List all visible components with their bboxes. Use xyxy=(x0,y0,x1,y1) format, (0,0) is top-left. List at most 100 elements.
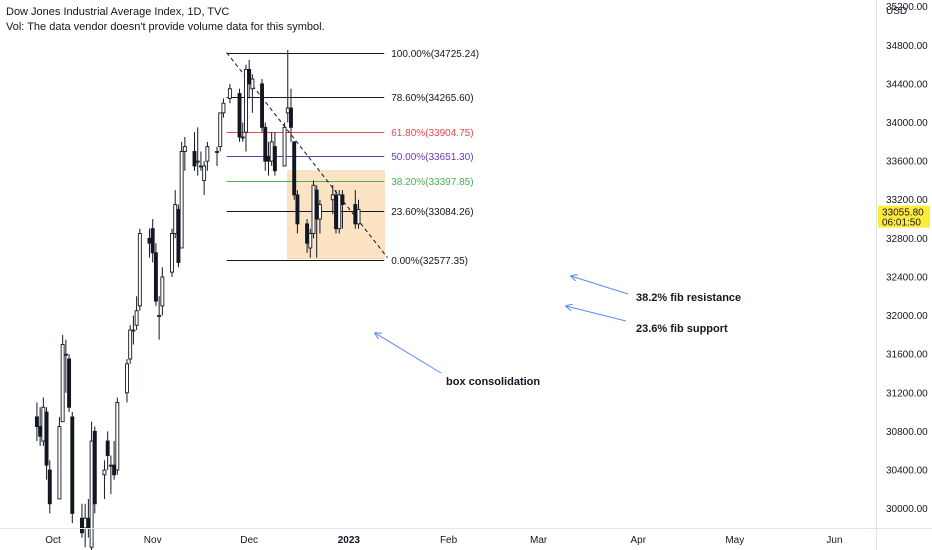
candle-body xyxy=(266,155,271,162)
x-tick-label: Oct xyxy=(45,535,61,546)
candle-body xyxy=(44,411,49,466)
candle-body xyxy=(311,184,316,234)
fib-level-label: 0.00%(32577.35) xyxy=(391,256,468,267)
candle-body xyxy=(176,208,181,263)
y-tick-label: 33200.00 xyxy=(886,195,928,206)
y-tick-label: 35200.00 xyxy=(886,2,928,13)
fib-level-label: 61.80%(33904.75) xyxy=(391,128,473,139)
candle-body xyxy=(353,204,358,225)
candle-body xyxy=(57,426,62,500)
candle-body xyxy=(89,440,94,548)
candle-body xyxy=(47,469,52,505)
y-tick-label: 30400.00 xyxy=(886,465,928,476)
candle-body xyxy=(202,165,207,181)
candle-body xyxy=(83,517,88,529)
candle-body xyxy=(305,223,310,244)
candle-body xyxy=(38,426,43,437)
candle-body xyxy=(250,78,255,90)
candle-body xyxy=(195,160,200,163)
candle-body xyxy=(179,151,184,249)
candle-body xyxy=(86,517,91,529)
fib-level-label: 100.00%(34725.24) xyxy=(391,49,479,60)
candle-body xyxy=(240,136,245,139)
x-tick-label: Dec xyxy=(240,535,258,546)
y-tick-label: 30800.00 xyxy=(886,427,928,438)
candle-body xyxy=(137,233,142,307)
fib-level-label: 23.60%(33084.26) xyxy=(391,207,473,218)
fib-level-label: 78.60%(34265.60) xyxy=(391,93,473,104)
candle-body xyxy=(131,329,136,332)
candle-body xyxy=(308,233,313,249)
candle-body xyxy=(295,194,300,225)
candle-body xyxy=(115,401,120,471)
candle-body xyxy=(260,83,264,128)
y-tick-label: 31600.00 xyxy=(886,350,928,361)
candle-body xyxy=(314,189,319,220)
candle-body xyxy=(289,107,293,128)
y-tick-label: 34000.00 xyxy=(886,118,928,129)
candle-body xyxy=(237,93,242,138)
candle-body xyxy=(63,353,68,356)
y-tick-label: 32800.00 xyxy=(886,234,928,245)
symbol-title: Dow Jones Industrial Average Index, 1D, … xyxy=(6,6,230,18)
x-tick-label: Mar xyxy=(530,535,548,546)
candle-body xyxy=(173,204,178,234)
fib-level-label: 38.20%(33397.85) xyxy=(391,177,473,188)
candle-body xyxy=(128,329,133,360)
annotation-arrow[interactable] xyxy=(566,306,627,322)
annotation-label: 38.2% fib resistance xyxy=(636,292,741,304)
candle-body xyxy=(330,194,335,201)
y-tick-label: 32000.00 xyxy=(886,311,928,322)
candle-body xyxy=(227,88,232,99)
currency-label: USD xyxy=(886,6,907,17)
x-tick-label: 2023 xyxy=(338,535,361,546)
price-scale[interactable] xyxy=(876,0,932,550)
volume-note: Vol: The data vendor doesn't provide vol… xyxy=(6,21,325,33)
x-tick-label: Apr xyxy=(631,535,647,546)
candle-body xyxy=(92,430,97,505)
x-tick-label: Feb xyxy=(440,535,458,546)
annotation-arrow[interactable] xyxy=(375,333,442,374)
candle-body xyxy=(269,141,274,162)
candle-body xyxy=(215,151,219,153)
candle-body xyxy=(70,416,75,514)
candle-body xyxy=(285,107,290,114)
candle-body xyxy=(147,237,152,244)
candle-body xyxy=(108,464,113,467)
candle-body xyxy=(247,68,252,85)
candle-body xyxy=(150,228,155,254)
x-tick-label: Nov xyxy=(144,535,162,546)
candle-body xyxy=(34,416,39,428)
annotation-arrow[interactable] xyxy=(571,276,629,295)
last-price-countdown: 06:01:50 xyxy=(882,218,921,229)
candle-body xyxy=(41,406,46,442)
candle-body xyxy=(244,68,248,133)
x-tick-label: Jun xyxy=(826,535,842,546)
y-tick-label: 31200.00 xyxy=(886,388,928,399)
candle-body xyxy=(192,151,197,167)
candle-body xyxy=(157,315,162,318)
y-tick-label: 34800.00 xyxy=(886,41,928,52)
annotation-label: box consolidation xyxy=(446,376,540,388)
candle-body xyxy=(160,276,165,307)
candle-body xyxy=(198,165,203,168)
candle-body xyxy=(337,194,342,230)
y-tick-label: 30000.00 xyxy=(886,504,928,515)
candle-body xyxy=(125,363,129,394)
candle-body xyxy=(218,112,223,148)
annotation-label: 23.6% fib support xyxy=(636,323,728,335)
candle-body xyxy=(153,252,158,302)
candle-body xyxy=(182,146,187,152)
y-tick-label: 33600.00 xyxy=(886,157,928,168)
last-price-label: 33055.80 xyxy=(882,208,924,219)
candle-body xyxy=(105,440,110,456)
fib-level-label: 50.00%(33651.30) xyxy=(391,152,473,163)
candle-body xyxy=(221,102,226,114)
candle-body xyxy=(134,310,139,326)
candle-body xyxy=(282,126,287,167)
candle-body xyxy=(60,344,65,423)
candle-body xyxy=(112,464,117,476)
candle-body xyxy=(356,208,361,225)
candle-body xyxy=(67,358,72,408)
